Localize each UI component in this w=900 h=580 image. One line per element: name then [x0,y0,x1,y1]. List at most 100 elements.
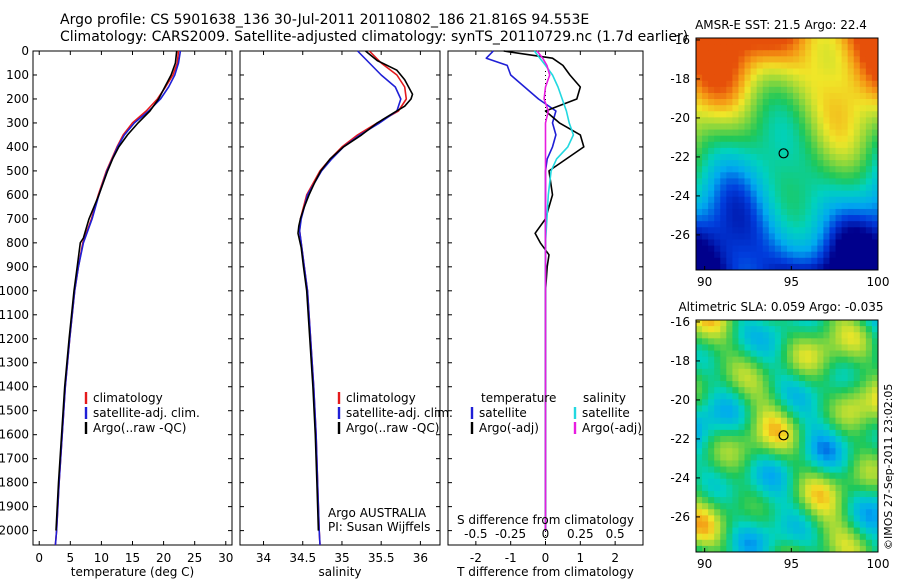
sla-map-cell [750,436,758,443]
sla-map-cell [756,326,764,333]
sst-map-cell [762,111,770,118]
sst-map-cell [720,178,727,185]
sst-map-cell [871,141,879,149]
sla-map-cell [732,521,739,528]
sla-map-cell [865,533,873,541]
sst-map-cell [793,129,800,137]
sla-map-cell [823,472,830,480]
sla-map-cell [762,472,770,480]
sla-map-cell [799,338,806,345]
series-s-satellite [533,50,575,531]
sst-map-cell [762,62,770,69]
sla-map-cell [817,429,824,437]
sst-map-cell [756,154,764,161]
sst-map-cell [787,221,794,228]
sla-map-cell [774,320,782,327]
sst-map-cell [762,141,770,149]
lat-tick-label: -18 [670,72,690,86]
sst-map-cell [762,233,770,240]
sst-map-cell [865,44,873,51]
sst-map-cell [738,56,745,63]
sst-map-cell [744,184,751,192]
sst-map-cell [714,92,721,100]
sla-map-cell [732,436,739,443]
sst-map-cell [702,86,709,94]
sla-map-cell [720,539,727,547]
sla-map-cell [853,368,861,376]
sla-map-cell [726,497,733,504]
sla-map-cell [799,521,806,528]
sst-map-cell [787,117,794,124]
sla-map-cell [762,399,770,406]
sla-map-cell [720,411,727,419]
sla-map-cell [720,545,727,553]
temperature-panel: 0100200300400500600700800900100011001200… [0,44,233,579]
sst-map-cell [799,86,806,94]
sst-map-cell [732,239,739,246]
sla-map-cell [738,545,745,553]
sla-map-cell [726,362,733,370]
sst-map-cell [847,56,855,63]
sla-map-cell [799,533,806,541]
sst-map-cell [696,239,703,246]
sla-map-cell [696,393,703,400]
sla-map-cell [756,466,764,474]
sst-map-cell [847,196,855,204]
lat-tick-label: -20 [670,111,690,125]
sst-map-cell [756,117,764,124]
sla-map-cell [780,484,788,492]
sst-map-cell [774,233,782,240]
sst-map-cell [841,208,849,216]
sla-map-cell [793,405,800,412]
sla-map-cell [853,436,861,443]
sst-map-cell [871,227,879,234]
sst-map-cell [811,166,818,173]
sla-map-cell [829,454,836,461]
sst-map-cell [744,123,751,130]
sst-map-cell [823,80,830,88]
sst-map-cell [805,221,812,228]
sla-map-cell [811,320,818,327]
x-tick-label: -1 [505,551,517,565]
sst-map-cell [738,135,745,143]
sst-map-cell [750,251,758,259]
sla-map-cell [714,509,721,516]
sst-map-cell [738,147,745,155]
sla-map-cell [744,521,751,528]
sst-map-cell [774,251,782,259]
sla-map-cell [859,356,867,364]
sla-map-cell [756,332,764,339]
sla-map-cell [847,539,855,547]
sla-map-cell [859,326,867,333]
x-tick-label: 5 [66,551,74,565]
sla-map-cell [702,374,709,382]
sst-map-cell [793,154,800,161]
sla-map-cell [756,338,764,345]
sst-map-cell [793,62,800,69]
sla-map-cell [714,399,721,406]
sla-map-cell [853,484,861,492]
sla-map-cell [780,381,788,388]
sst-map-cell [696,74,703,82]
sst-map-cell [793,56,800,63]
lat-tick-label: -16 [670,33,690,47]
sla-map-cell [835,374,842,382]
sla-map-cell [841,338,849,345]
sst-map-cell [865,208,873,216]
sst-map-cell [732,263,739,271]
sst-map-cell [780,257,788,265]
sst-map-cell [865,227,873,234]
sst-map-cell [817,117,824,124]
sla-map-cell [738,387,745,394]
sst-map-cell [774,56,782,63]
sst-map-cell [744,129,751,137]
sla-map-cell [865,484,873,492]
sst-map-cell [817,38,824,45]
sst-map-cell [835,208,842,216]
sla-map-cell [714,381,721,388]
sla-map-cell [865,509,873,516]
sla-map-cell [871,405,879,412]
sla-map-cell [744,350,751,358]
sla-map-cell [732,374,739,382]
sla-map-cell [756,448,764,455]
